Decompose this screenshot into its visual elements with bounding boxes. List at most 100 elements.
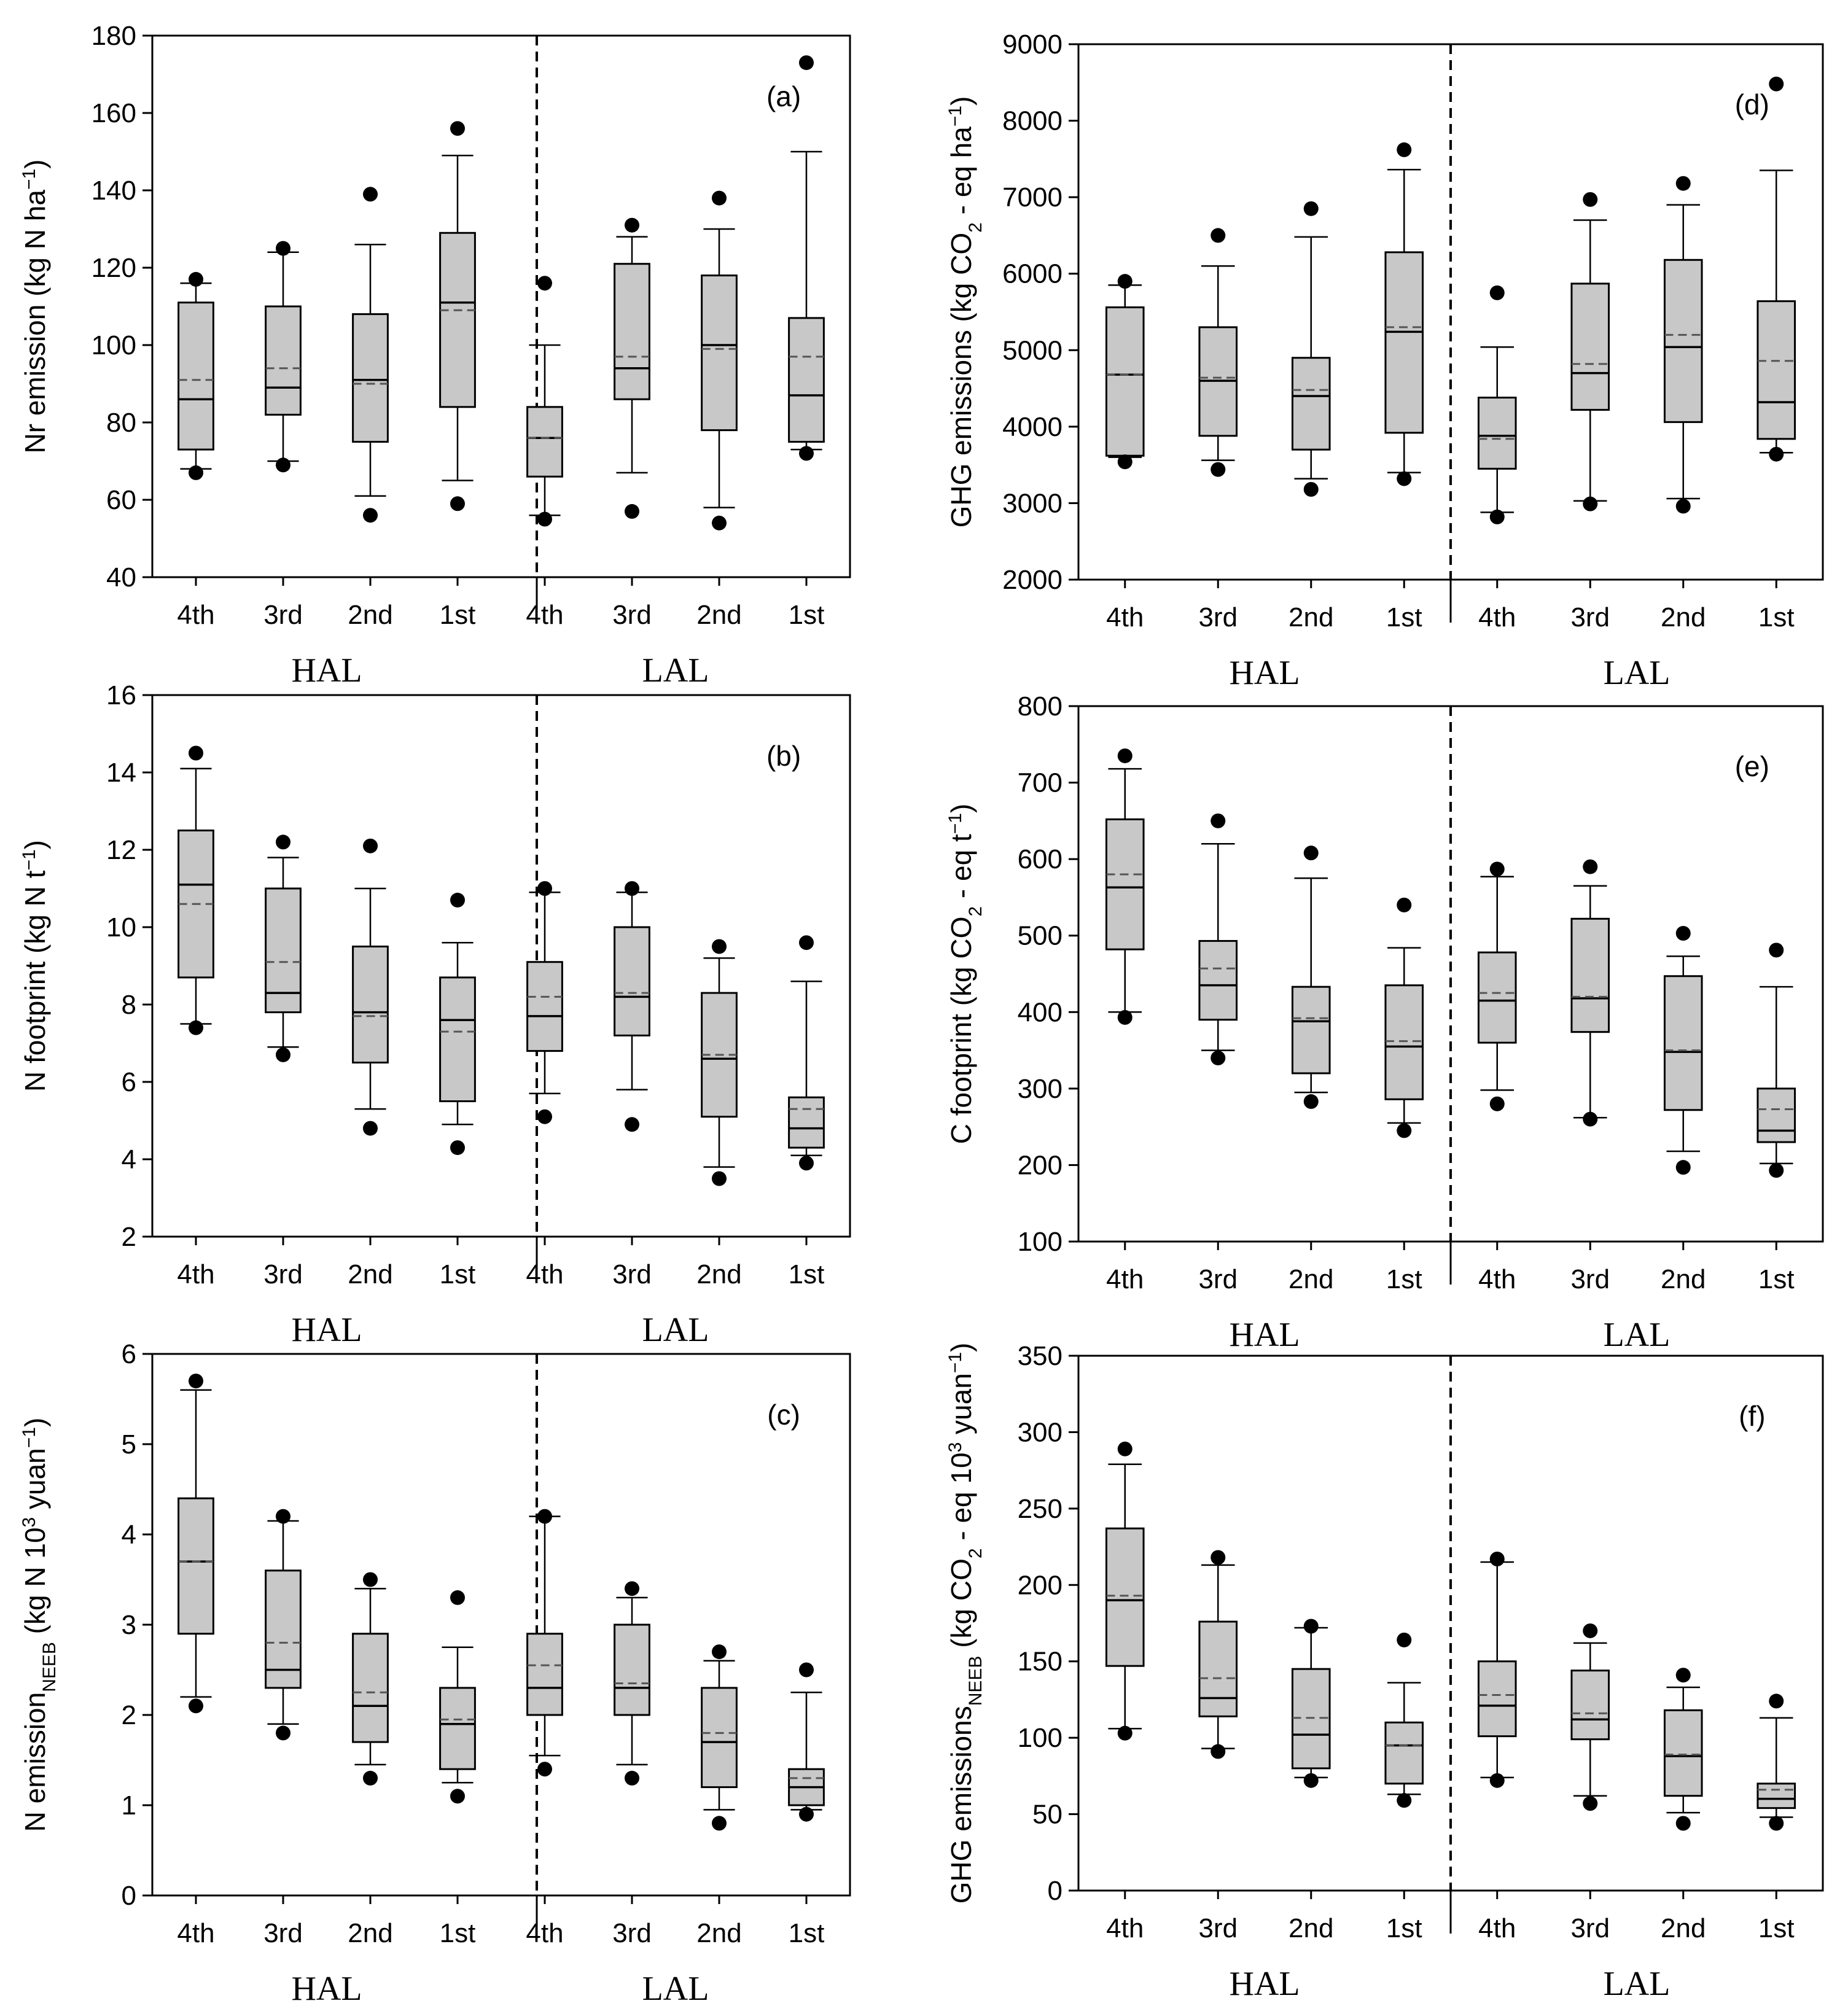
y-tick-label: 40 — [106, 562, 136, 593]
outlier-point — [1583, 496, 1598, 511]
y-tick-label: 700 — [1018, 768, 1062, 798]
category-label: 4th — [1106, 1264, 1144, 1294]
group-label-hal: HAL — [291, 651, 362, 690]
y-tick-label: 8000 — [1002, 106, 1062, 136]
y-tick-label: 10 — [106, 912, 136, 943]
category-label: 2nd — [1661, 1264, 1706, 1294]
panel-f: 0 50 100 150 200 250 300 350 4th 3rd 2nd 1st 4th 3rd 2… — [945, 1341, 1824, 2003]
category-label: 1st — [1386, 1264, 1422, 1294]
box-hal-3rd — [1198, 1550, 1238, 1759]
outlier-point — [1769, 76, 1784, 91]
box-lal-1st — [1756, 943, 1796, 1178]
outlier-point — [625, 503, 639, 519]
panel-tag: (a) — [766, 80, 801, 112]
outlier-point — [1769, 446, 1784, 462]
iqr-box — [352, 946, 389, 1063]
outlier-point — [276, 834, 290, 850]
category-label: 4th — [526, 600, 563, 630]
y-tick-label: 150 — [1018, 1647, 1062, 1677]
outlier-point — [1489, 861, 1505, 877]
outlier-point — [799, 1156, 814, 1171]
box-lal-3rd — [614, 217, 650, 519]
box-lal-3rd — [1570, 1623, 1610, 1811]
y-tick-label: 0 — [122, 1881, 136, 1911]
group-label-hal: HAL — [291, 1311, 362, 1349]
outlier-point — [1211, 462, 1226, 477]
y-tick-label: 180 — [92, 21, 136, 51]
category-label: 1st — [440, 1259, 476, 1289]
box-hal-1st — [439, 1590, 476, 1804]
iqr-box — [439, 231, 476, 408]
outlier-point — [1397, 471, 1412, 486]
box-lal-4th — [526, 881, 563, 1124]
category-label: 3rd — [1570, 1913, 1610, 1943]
outlier-point — [712, 1644, 727, 1660]
outlier-point — [625, 1581, 639, 1596]
iqr-box — [1570, 282, 1610, 411]
group-label-lal: LAL — [642, 651, 709, 690]
box-lal-4th — [1477, 285, 1517, 524]
box-lal-2nd — [1663, 1668, 1703, 1831]
y-tick-label: 3000 — [1002, 488, 1062, 518]
y-axis-label: GHG emissionsNEEB (kg CO2 - eq 103 yuan−… — [945, 1343, 986, 1904]
iqr-box — [352, 313, 389, 443]
category-label: 3rd — [263, 1918, 303, 1948]
category-label: 2nd — [696, 1918, 741, 1948]
iqr-box — [1756, 300, 1796, 440]
y-tick-label: 5000 — [1002, 335, 1062, 365]
outlier-point — [1489, 1096, 1505, 1111]
group-label-hal: HAL — [1229, 1316, 1300, 1354]
iqr-box — [439, 1687, 476, 1770]
y-tick-label: 14 — [106, 758, 136, 788]
outlier-point — [1583, 859, 1598, 874]
outlier-point — [712, 1816, 727, 1831]
category-label: 2nd — [696, 600, 741, 630]
category-label: 3rd — [1198, 1913, 1238, 1943]
outlier-point — [799, 1806, 814, 1822]
box-hal-3rd — [265, 241, 302, 473]
category-label: 1st — [789, 600, 825, 630]
category-label: 2nd — [348, 1259, 392, 1289]
panel-e: 100 200 300 400 500 600 700 800 4th 3rd 2nd 1st 4th 3… — [945, 691, 1824, 1354]
category-label: 4th — [177, 1918, 214, 1948]
outlier-point — [1675, 176, 1691, 191]
outlier-point — [1489, 285, 1505, 300]
box-lal-3rd — [614, 1581, 650, 1786]
box-hal-4th — [177, 1374, 214, 1714]
iqr-box — [1291, 986, 1331, 1075]
y-tick-label: 250 — [1018, 1494, 1062, 1524]
outlier-point — [712, 190, 727, 206]
y-tick-label: 4 — [122, 1145, 136, 1175]
outlier-point — [799, 935, 814, 951]
category-label: 2nd — [348, 600, 392, 630]
category-label: 4th — [1478, 602, 1516, 632]
y-tick-label: 80 — [106, 408, 136, 438]
category-label: 2nd — [1661, 602, 1706, 632]
group-label-lal: LAL — [1604, 654, 1671, 692]
box-lal-4th — [526, 1509, 563, 1777]
category-label: 3rd — [1570, 602, 1610, 632]
iqr-box — [614, 1623, 650, 1716]
category-label: 4th — [1478, 1913, 1516, 1943]
y-tick-label: 140 — [92, 176, 136, 206]
y-tick-label: 300 — [1018, 1417, 1062, 1447]
box-hal-3rd — [1198, 228, 1238, 477]
outlier-point — [1303, 846, 1319, 861]
y-tick-label: 500 — [1018, 921, 1062, 951]
outlier-point — [537, 1109, 552, 1124]
y-tick-label: 100 — [92, 330, 136, 360]
box-lal-3rd — [1570, 859, 1610, 1127]
outlier-point — [1769, 1816, 1784, 1831]
outlier-point — [450, 496, 465, 511]
iqr-box — [1756, 1782, 1796, 1810]
outlier-point — [1675, 1668, 1691, 1683]
box-hal-2nd — [1291, 1619, 1331, 1788]
iqr-box — [439, 976, 476, 1103]
y-tick-label: 120 — [92, 253, 136, 283]
panel-tag: (e) — [1735, 750, 1769, 782]
y-tick-label: 350 — [1018, 1341, 1062, 1371]
iqr-box — [1477, 397, 1517, 470]
outlier-point — [537, 511, 552, 527]
y-tick-label: 2000 — [1002, 565, 1062, 595]
box-lal-4th — [526, 276, 563, 527]
